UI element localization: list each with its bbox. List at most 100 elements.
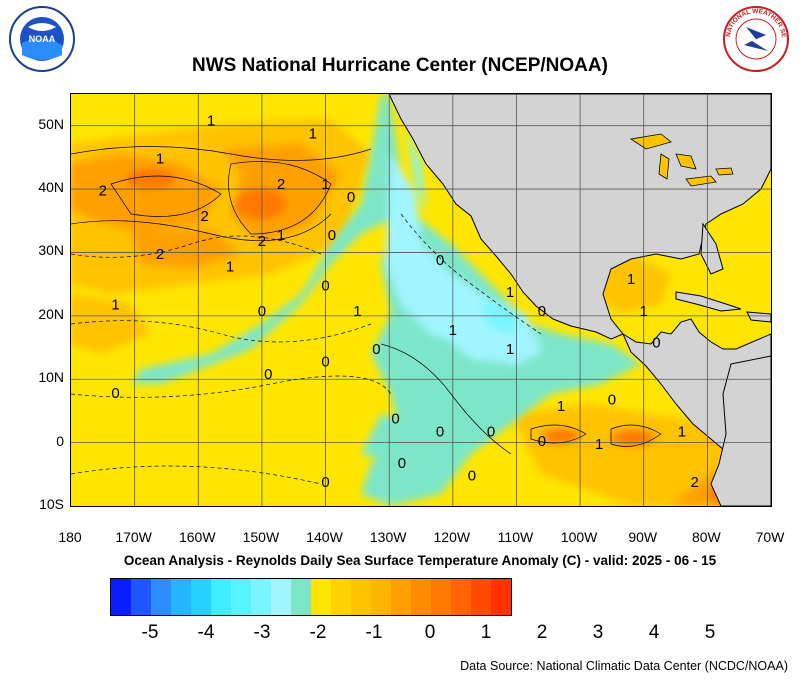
noaa-logo-text: NOAA: [29, 34, 56, 44]
colorbar-swatch: [231, 579, 251, 615]
contour-label: 1: [156, 151, 164, 168]
colorbar-label: 4: [648, 622, 660, 643]
contour-label: 0: [321, 354, 329, 371]
longitude-label: 160W: [178, 529, 216, 545]
latitude-label: 40N: [38, 179, 64, 196]
contour-label: 0: [321, 474, 329, 491]
contour-label: 0: [111, 385, 119, 402]
longitude-label: 110W: [497, 529, 534, 545]
contour-label: 1: [640, 303, 648, 320]
cool-anomaly-regions: [131, 94, 641, 506]
colorbar-swatch: [351, 579, 371, 615]
contour-label: 0: [321, 277, 329, 294]
contour-label: 0: [487, 423, 495, 440]
map-title: NWS National Hurricane Center (NCEP/NOAA…: [192, 55, 608, 76]
longitude-label: 150W: [242, 529, 280, 545]
contour-label: 0: [264, 366, 272, 383]
colorbar-swatch: [451, 579, 471, 615]
contour-label: 2: [277, 176, 285, 193]
contour-label: 1: [111, 297, 119, 314]
colorbar-swatch: [131, 579, 151, 615]
strong-warm-regions: [71, 144, 771, 506]
hispaniola-land: [746, 311, 771, 323]
contour-label: 2: [99, 182, 107, 199]
contour-label: 2: [258, 233, 266, 250]
contour-label: 1: [449, 322, 457, 339]
colorbar-swatch: [191, 579, 211, 615]
contour-label: 0: [347, 189, 355, 206]
contour-label: 0: [468, 468, 476, 485]
latitude-label: 10S: [39, 496, 64, 512]
colorbar-swatch: [271, 579, 291, 615]
colorbar-label: 5: [704, 622, 716, 643]
colorbar-swatch: [371, 579, 391, 615]
colorbar-swatch: [171, 579, 191, 615]
colorbar-label: 0: [424, 622, 436, 643]
data-source: Data Source: National Climatic Data Cent…: [460, 659, 788, 673]
colorbar-swatch: [431, 579, 451, 615]
contour-label: 1: [506, 284, 514, 301]
latitude-label: 10N: [38, 369, 64, 386]
colorbar: [110, 578, 512, 616]
contour-label: 0: [608, 392, 616, 409]
longitude-label: 100W: [560, 529, 598, 545]
colorbar-label: -1: [365, 622, 383, 643]
colorbar-swatch: [391, 579, 411, 615]
florida-land: [700, 222, 724, 275]
contour-label: 1: [321, 176, 329, 193]
contour-label: 1: [595, 436, 603, 453]
contour-label: 0: [652, 335, 660, 352]
colorbar-label: -4: [197, 622, 215, 643]
contour-label: 1: [226, 258, 234, 275]
colorbar-swatch: [111, 579, 131, 615]
contour-label: 1: [557, 398, 565, 415]
colorbar-label: -5: [141, 622, 159, 643]
longitude-label: 130W: [369, 529, 407, 545]
colorbar-swatch: [411, 579, 431, 615]
colorbar-label: -2: [309, 622, 327, 643]
longitude-label: 120W: [433, 529, 471, 545]
contour-label: 1: [207, 113, 215, 130]
contour-label: 1: [678, 423, 686, 440]
contour-label: 0: [538, 433, 546, 450]
longitude-label: 90W: [628, 529, 658, 545]
contour-label: 0: [258, 303, 266, 320]
map-subtitle: Ocean Analysis - Reynolds Daily Sea Surf…: [123, 553, 717, 568]
contour-label: 1: [309, 125, 317, 142]
colorbar-swatch: [471, 579, 491, 615]
contour-lines: [71, 146, 662, 485]
colorbar-swatch: [211, 579, 231, 615]
colorbar-swatch: [331, 579, 351, 615]
contour-label: 2: [156, 246, 164, 263]
contour-label: 0: [391, 411, 399, 428]
great-lakes: [629, 133, 734, 187]
longitude-label: 140W: [306, 529, 343, 545]
contour-label: 1: [353, 303, 361, 320]
contour-label: 0: [372, 341, 380, 358]
contour-label: 0: [328, 227, 336, 244]
contour-label: 0: [538, 303, 546, 320]
contour-label: 2: [690, 474, 698, 491]
latitude-label: 50N: [38, 115, 64, 132]
contour-label: 1: [277, 227, 285, 244]
nws-logo: NATIONAL WEATHER SERVICE: [722, 5, 789, 72]
contour-label: 1: [506, 341, 514, 358]
longitude-label: 170W: [115, 529, 152, 545]
colorbar-swatch: [491, 579, 511, 615]
contour-label: 2: [200, 208, 208, 225]
colorbar-label: 2: [536, 622, 548, 643]
contour-label: 0: [436, 252, 444, 269]
colorbar-label: 1: [480, 622, 492, 643]
contour-label: 0: [398, 455, 406, 472]
colorbar-swatch: [291, 579, 311, 615]
contour-label: 0: [436, 423, 444, 440]
longitude-label: 70W: [755, 529, 785, 545]
cuba-land: [675, 291, 742, 312]
longitude-label: 180: [58, 529, 82, 545]
latitude-label: 30N: [38, 242, 64, 259]
noaa-logo: NOAA: [9, 6, 75, 72]
latitude-label: 20N: [38, 305, 64, 322]
